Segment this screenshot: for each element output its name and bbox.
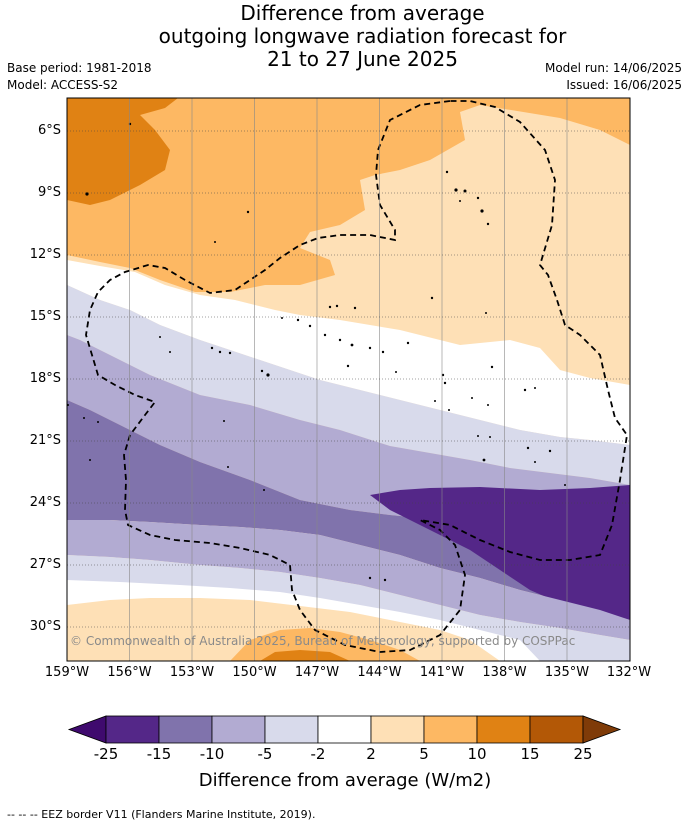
band-lavender-light (67, 285, 630, 485)
eez-legend-footer: -- -- -- EEZ border V11 (Flanders Marine… (7, 808, 316, 821)
colorbar-p2-p5 (370, 715, 425, 744)
colorbar-m25-m15 (105, 715, 160, 744)
band-medium-orange (67, 98, 630, 292)
colorbar-max-arrow (582, 715, 622, 744)
lon-label: 159°W (44, 665, 90, 680)
band-lavender (67, 335, 630, 525)
colorbar-tick: 15 (520, 745, 540, 763)
lat-label: 24°S (29, 495, 61, 510)
band-lower-lavender (67, 520, 630, 640)
title-line-3: 21 to 27 June 2025 (267, 47, 458, 71)
colorbar-tick: -15 (146, 745, 172, 763)
lat-label: 30°S (29, 619, 61, 634)
colorbar-m15-m10 (158, 715, 213, 744)
band-purple-medium (67, 400, 630, 620)
band-lower-orange-light (67, 598, 500, 661)
issued-date: Issued: 16/06/2025 (566, 78, 682, 92)
title-line-2: outgoing longwave radiation forecast for (158, 24, 567, 48)
lon-label: 150°W (232, 665, 277, 680)
meta-right: Model run: 14/06/2025 Issued: 16/06/2025 (545, 60, 682, 94)
band-white (67, 260, 630, 445)
lat-label: 18°S (29, 371, 61, 386)
lat-label: 12°S (29, 247, 61, 262)
band-purple-dark (370, 485, 630, 620)
colorbar-tick: 25 (573, 745, 593, 763)
lat-label: 15°S (29, 309, 61, 324)
colorbar-tick: 5 (419, 745, 429, 763)
band-dark-orange (67, 98, 178, 205)
colorbar-tick: -2 (310, 745, 326, 763)
copyright-notice: © Commonwealth of Australia 2025, Bureau… (70, 634, 576, 648)
lon-label: 153°W (169, 665, 215, 680)
lon-label: 132°W (606, 665, 652, 680)
colorbar-m5-m2 (264, 715, 319, 744)
colorbar-tick: -5 (257, 745, 273, 763)
colorbar-tick: -25 (93, 745, 119, 763)
colorbar-p10-p15 (476, 715, 531, 744)
lon-label: 141°W (419, 665, 465, 680)
title-line-1: Difference from average (240, 1, 485, 25)
lon-label: 156°W (107, 665, 152, 680)
colorbar-tick: -10 (199, 745, 225, 763)
map-frame (66, 97, 631, 662)
map-title: Difference from average outgoing longwav… (0, 2, 690, 71)
model-run: Model run: 14/06/2025 (544, 61, 682, 75)
colorbar-m2-p2 (317, 715, 372, 744)
lon-label: 138°W (482, 665, 527, 680)
colorbar-label: Difference from average (W/m2) (198, 770, 492, 791)
lat-gridlines (67, 130, 630, 628)
lon-label: 147°W (294, 665, 340, 680)
colorbar (67, 715, 622, 744)
colorbar-min-arrow (67, 715, 107, 744)
band-lower-dark-orange (260, 650, 350, 661)
model-name: Model: ACCESS-S2 (7, 78, 119, 92)
base-period: Base period: 1981-2018 (7, 61, 152, 75)
eez-border (85, 100, 628, 653)
colorbar-m10-m5 (211, 715, 266, 744)
meta-left: Base period: 1981-2018 Model: ACCESS-S2 (7, 60, 152, 94)
lat-label: 9°S (37, 185, 61, 200)
lat-label: 6°S (37, 123, 61, 138)
lon-label: 135°W (544, 665, 590, 680)
lon-label: 144°W (357, 665, 402, 680)
colorbar-p5-p10 (423, 715, 478, 744)
islands (67, 122, 566, 582)
lat-label: 27°S (29, 557, 61, 572)
colorbar-tick: 2 (366, 745, 376, 763)
lon-gridlines (129, 98, 568, 661)
lat-label: 21°S (29, 433, 61, 448)
colorbar-p15-p25 (529, 715, 584, 744)
colorbar-tick: 10 (467, 745, 487, 763)
